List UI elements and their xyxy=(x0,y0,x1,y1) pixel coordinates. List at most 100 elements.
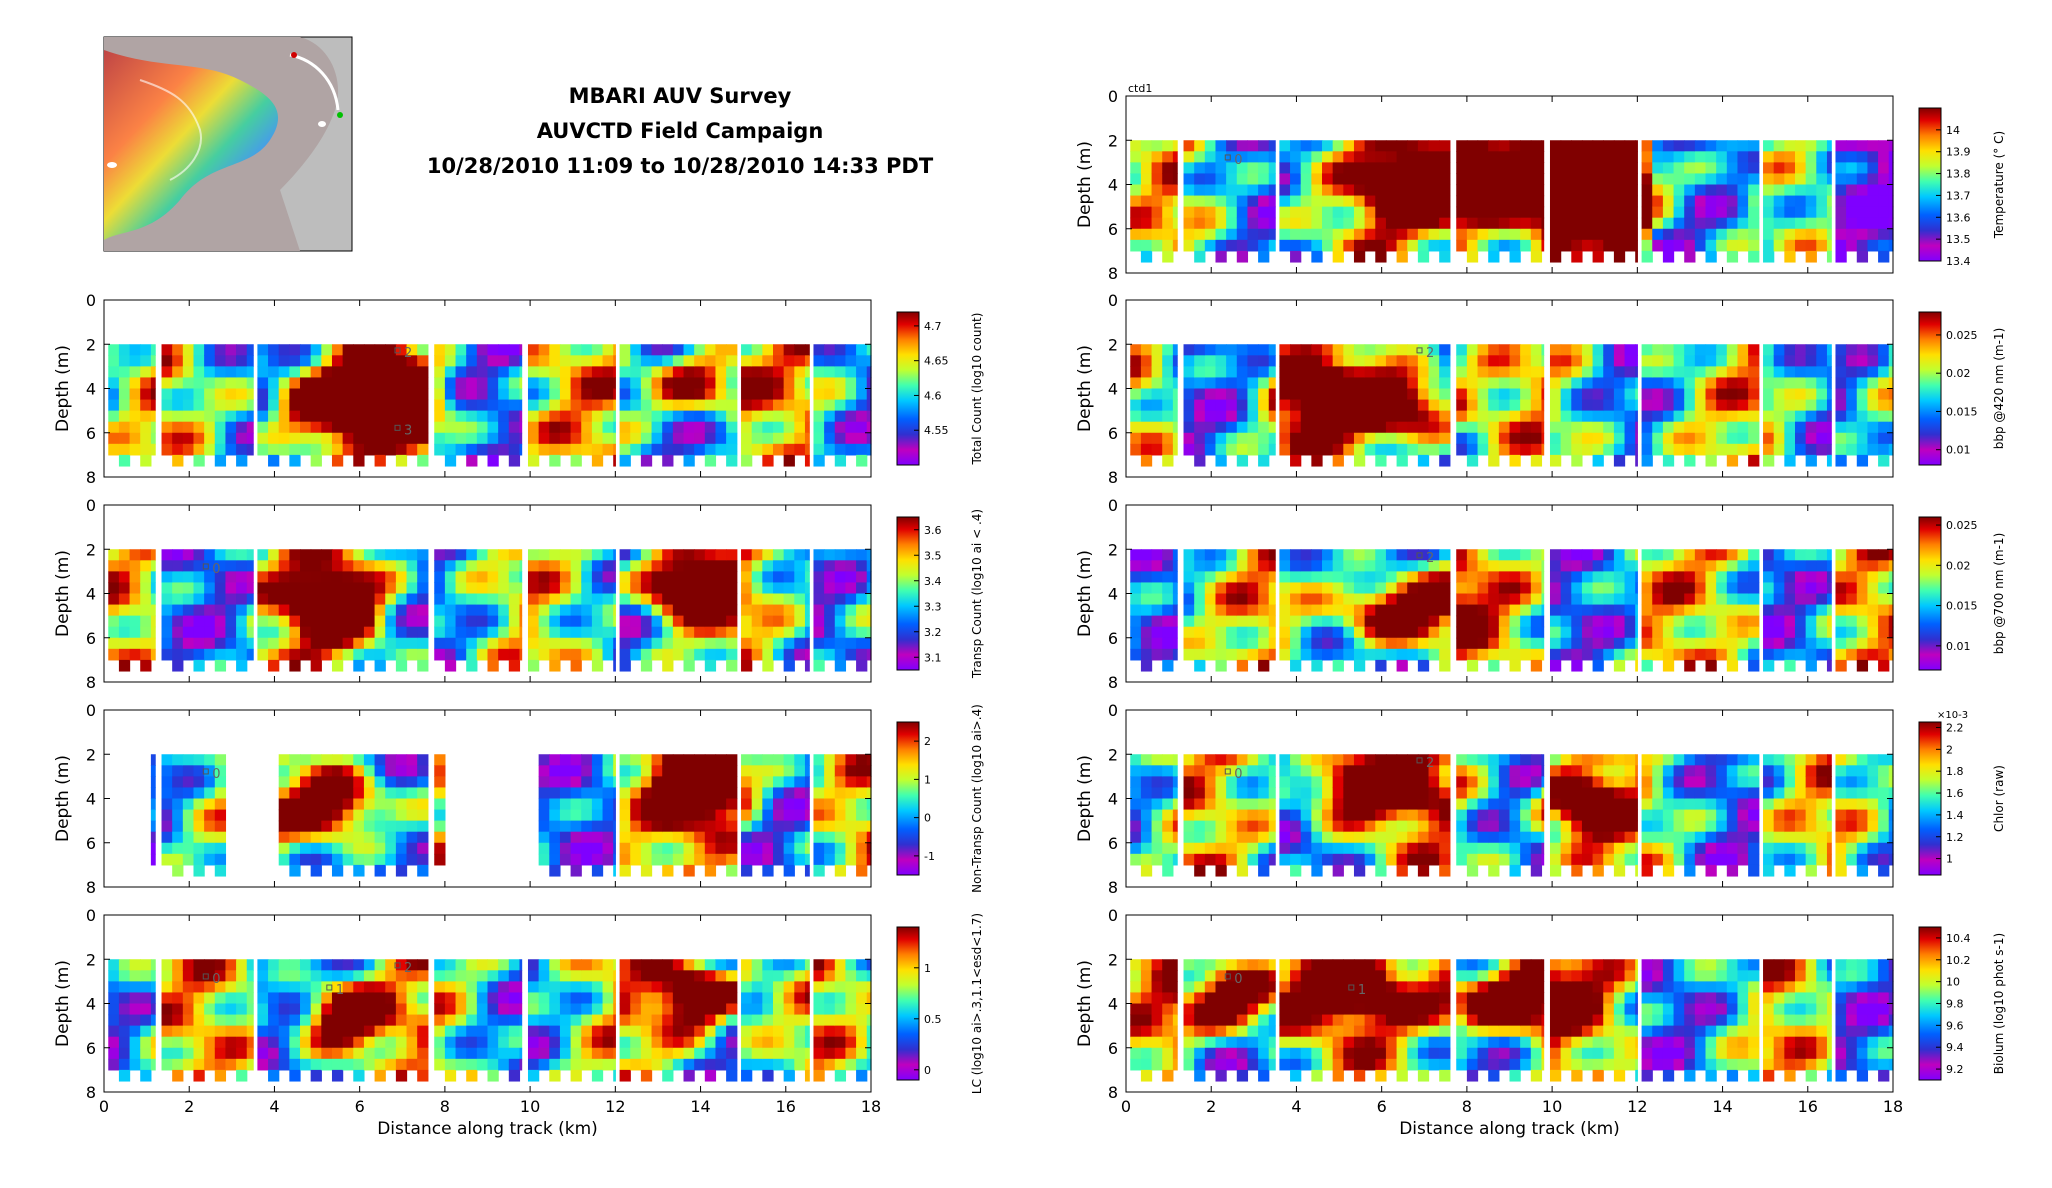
heatmap-cell xyxy=(1477,432,1489,445)
heatmap-cell xyxy=(193,604,205,617)
heatmap-cell xyxy=(772,582,785,595)
heatmap-cell xyxy=(741,560,753,572)
heatmap-cell xyxy=(694,765,706,777)
heatmap-cell xyxy=(613,344,616,356)
heatmap-cell xyxy=(118,1014,131,1027)
heatmap-cell xyxy=(278,809,290,822)
heatmap-cell xyxy=(1417,571,1430,584)
heatmap-cell xyxy=(1279,626,1291,639)
heatmap-cell xyxy=(1194,184,1206,197)
heatmap-cell xyxy=(406,776,418,789)
heatmap-cell xyxy=(613,648,616,661)
heatmap-cell xyxy=(1835,410,1847,423)
heatmap-cell xyxy=(1560,421,1572,434)
heatmap-cell xyxy=(310,659,322,672)
heatmap-cell xyxy=(331,582,344,595)
heatmap-cell xyxy=(331,1025,344,1038)
heatmap-cell xyxy=(150,1058,156,1071)
heatmap-cell xyxy=(1773,173,1785,186)
heatmap-cell xyxy=(1856,162,1869,175)
heatmap-cell xyxy=(1226,388,1238,401)
y-tick-label: 0 xyxy=(1108,87,1118,106)
heatmap-cell xyxy=(1684,162,1696,175)
heatmap-cell xyxy=(278,959,290,971)
heatmap-cell xyxy=(804,1014,810,1027)
heatmap-cell xyxy=(762,1003,774,1016)
heatmap-cell xyxy=(1541,344,1545,356)
heatmap-cell xyxy=(236,560,248,572)
heatmap-cell xyxy=(246,549,254,561)
heatmap-cell xyxy=(1311,443,1323,456)
heatmap-cell xyxy=(300,1014,312,1027)
heatmap-cell xyxy=(762,399,774,412)
heatmap-cell xyxy=(300,421,312,434)
heatmap-cell xyxy=(289,399,301,412)
heatmap-cell xyxy=(1498,410,1511,423)
heatmap-cell xyxy=(1878,239,1890,252)
heatmap-cell xyxy=(1194,626,1206,639)
heatmap-cell xyxy=(129,1047,141,1060)
heatmap-cell xyxy=(434,593,446,606)
heatmap-cell xyxy=(1635,228,1638,241)
heatmap-cell xyxy=(278,754,290,766)
heatmap-cell xyxy=(519,981,523,994)
heatmap-cell xyxy=(694,831,706,844)
heatmap-cell xyxy=(783,992,795,1005)
heatmap-cell xyxy=(1684,388,1696,401)
heatmap-cell xyxy=(1794,151,1807,163)
heatmap-cell xyxy=(581,798,593,811)
heatmap-cell xyxy=(762,648,774,661)
heatmap-cell xyxy=(845,399,857,412)
heatmap-cell xyxy=(1805,140,1817,152)
heatmap-cell xyxy=(1353,399,1366,412)
heatmap-cell xyxy=(672,831,685,844)
heatmap-cell xyxy=(1290,432,1302,445)
heatmap-cell xyxy=(813,765,825,777)
heatmap-cell xyxy=(834,571,847,584)
heatmap-cell xyxy=(1204,239,1217,252)
heatmap-cell xyxy=(726,1047,738,1060)
heatmap-cell xyxy=(1407,162,1419,175)
heatmap-cell xyxy=(498,560,510,572)
heatmap-cell xyxy=(662,549,674,561)
heatmap-cell xyxy=(1878,195,1890,208)
heatmap-cell xyxy=(1215,421,1227,434)
heatmap-cell xyxy=(1520,217,1532,230)
heatmap-cell xyxy=(214,1014,227,1027)
heatmap-cell xyxy=(1520,366,1532,379)
heatmap-cell xyxy=(1385,217,1398,230)
heatmap-cell xyxy=(498,421,510,434)
heatmap-cell xyxy=(1268,140,1276,152)
heatmap-cell xyxy=(570,765,582,777)
y-axis-label: Depth (m) xyxy=(1075,141,1095,228)
x-tick-label: 6 xyxy=(355,1097,365,1116)
heatmap-cell xyxy=(538,809,550,822)
heatmap-cell xyxy=(726,604,738,617)
heatmap-cell xyxy=(662,754,674,766)
heatmap-cell xyxy=(1279,151,1291,163)
heatmap-cell xyxy=(1805,206,1817,219)
heatmap-cell xyxy=(1215,648,1227,661)
heatmap-cell xyxy=(1215,388,1227,401)
heatmap-cell xyxy=(1215,344,1227,356)
heatmap-cell xyxy=(1592,355,1604,367)
heatmap-cell xyxy=(1236,421,1249,434)
heatmap-cell xyxy=(300,765,312,777)
heatmap-cell xyxy=(613,615,616,628)
heatmap-cell xyxy=(1694,151,1707,163)
heatmap-cell xyxy=(1571,443,1583,456)
heatmap-cell xyxy=(1268,560,1276,572)
heatmap-cell xyxy=(278,776,290,789)
heatmap-cell xyxy=(866,853,872,866)
heatmap-cell xyxy=(1805,421,1817,434)
heatmap-cell xyxy=(300,809,312,822)
heatmap-cell xyxy=(268,992,280,1005)
heatmap-cell xyxy=(1439,659,1451,672)
heatmap-cell xyxy=(813,637,825,650)
heatmap-cell xyxy=(741,842,753,855)
heatmap-cell xyxy=(1130,239,1142,252)
heatmap-cell xyxy=(591,809,604,822)
heatmap-cell xyxy=(161,1058,173,1071)
heatmap-cell xyxy=(1353,140,1366,152)
heatmap-cell xyxy=(300,571,312,584)
